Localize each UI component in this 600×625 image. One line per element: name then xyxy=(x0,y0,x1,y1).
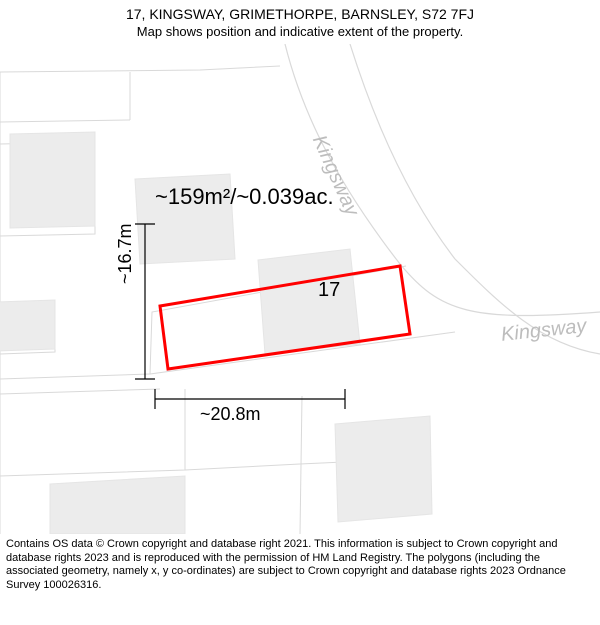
page-title: 17, KINGSWAY, GRIMETHORPE, BARNSLEY, S72… xyxy=(0,6,600,24)
width-dim-label: ~20.8m xyxy=(200,404,261,425)
height-dim-label: ~16.7m xyxy=(115,223,136,284)
map-svg xyxy=(0,44,600,534)
area-label: ~159m²/~0.039ac. xyxy=(155,184,334,210)
copyright-footer: Contains OS data © Crown copyright and d… xyxy=(0,534,600,593)
page-subtitle: Map shows position and indicative extent… xyxy=(0,24,600,40)
house-number: 17 xyxy=(318,279,340,302)
map-container: ~159m²/~0.039ac. ~16.7m ~20.8m 17 Kingsw… xyxy=(0,44,600,534)
header: 17, KINGSWAY, GRIMETHORPE, BARNSLEY, S72… xyxy=(0,0,600,40)
